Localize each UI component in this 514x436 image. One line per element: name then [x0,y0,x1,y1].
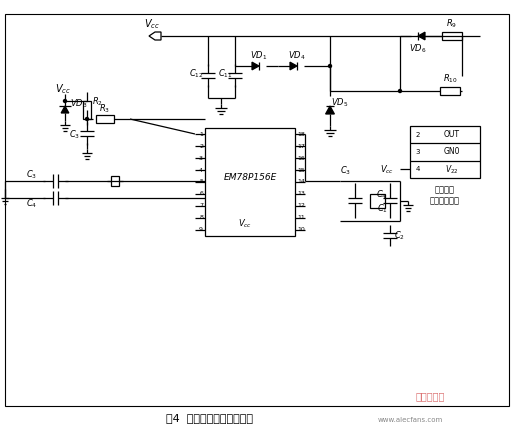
Text: www.alecfans.com: www.alecfans.com [377,417,443,423]
Text: $C_{11}$: $C_{11}$ [217,68,232,80]
Text: $C_3$: $C_3$ [340,165,352,177]
Text: 1: 1 [199,132,203,136]
Text: 6: 6 [199,191,203,197]
Text: 7: 7 [199,204,203,208]
Text: 15: 15 [297,167,305,173]
Text: $V_{cc}$: $V_{cc}$ [238,218,252,230]
Bar [370,194,385,208]
Text: $V_{cc}$: $V_{cc}$ [144,17,160,31]
Text: 18: 18 [297,132,305,136]
Text: $R_2$: $R_2$ [91,96,102,108]
Text: EM78P156E: EM78P156E [223,173,277,181]
Bar [440,87,460,95]
Text: 14: 14 [297,180,305,184]
Bar [442,32,462,40]
Text: 17: 17 [297,143,305,149]
Text: $VD_3$: $VD_3$ [70,98,88,110]
Text: $C_4$: $C_4$ [376,189,388,201]
Polygon shape [418,32,425,40]
Text: $V_{cc}$: $V_{cc}$ [380,163,394,176]
Text: $VD_6$: $VD_6$ [409,43,427,55]
Text: $C_4$: $C_4$ [26,198,38,210]
Text: 16: 16 [297,156,305,160]
Text: 3: 3 [199,156,203,160]
Bar [83,101,91,119]
Text: $C_1$: $C_1$ [377,203,388,215]
Text: 2: 2 [199,143,203,149]
Text: $VD_1$: $VD_1$ [250,50,268,62]
Polygon shape [61,106,69,113]
Text: 信号接收模块: 信号接收模块 [430,197,460,205]
Text: 12: 12 [297,204,305,208]
Text: $C_2$: $C_2$ [395,230,406,242]
Bar [410,126,480,178]
Bar [205,128,295,236]
Text: 11: 11 [297,215,305,221]
Polygon shape [290,62,297,70]
Text: 13: 13 [297,191,305,197]
Circle shape [398,89,401,92]
Text: 无线遥控: 无线遥控 [435,185,455,194]
Text: 2: 2 [416,132,420,138]
Text: $VD_5$: $VD_5$ [332,97,348,109]
Circle shape [64,99,66,102]
Text: 8: 8 [199,215,203,221]
Text: $C_{12}$: $C_{12}$ [189,68,204,80]
Text: $V_{22}$: $V_{22}$ [445,163,459,176]
Text: 4: 4 [416,166,420,172]
Text: $R_3$: $R_3$ [99,103,111,115]
Text: $C_3$: $C_3$ [69,129,81,141]
Text: $C_3$: $C_3$ [26,169,38,181]
Polygon shape [252,62,259,70]
Text: GN0: GN0 [444,147,460,157]
Circle shape [328,65,332,68]
Text: 3: 3 [416,149,420,155]
Text: $R_{10}$: $R_{10}$ [443,73,457,85]
Text: $V_{cc}$: $V_{cc}$ [55,82,71,96]
Text: 电子发烧友: 电子发烧友 [415,391,445,401]
Circle shape [85,117,88,120]
Text: 4: 4 [199,167,203,173]
Text: $VD_4$: $VD_4$ [288,50,306,62]
Text: 9: 9 [199,228,203,232]
Text: $R_9$: $R_9$ [447,18,457,30]
Text: OUT: OUT [444,130,460,139]
Bar [111,176,119,186]
Text: 图4  无线遥控信号译码模块: 图4 无线遥控信号译码模块 [167,413,253,423]
Bar [5,14,509,406]
Polygon shape [149,32,161,40]
Bar [96,115,114,123]
Text: 5: 5 [199,180,203,184]
Polygon shape [325,106,335,114]
Text: 10: 10 [297,228,305,232]
